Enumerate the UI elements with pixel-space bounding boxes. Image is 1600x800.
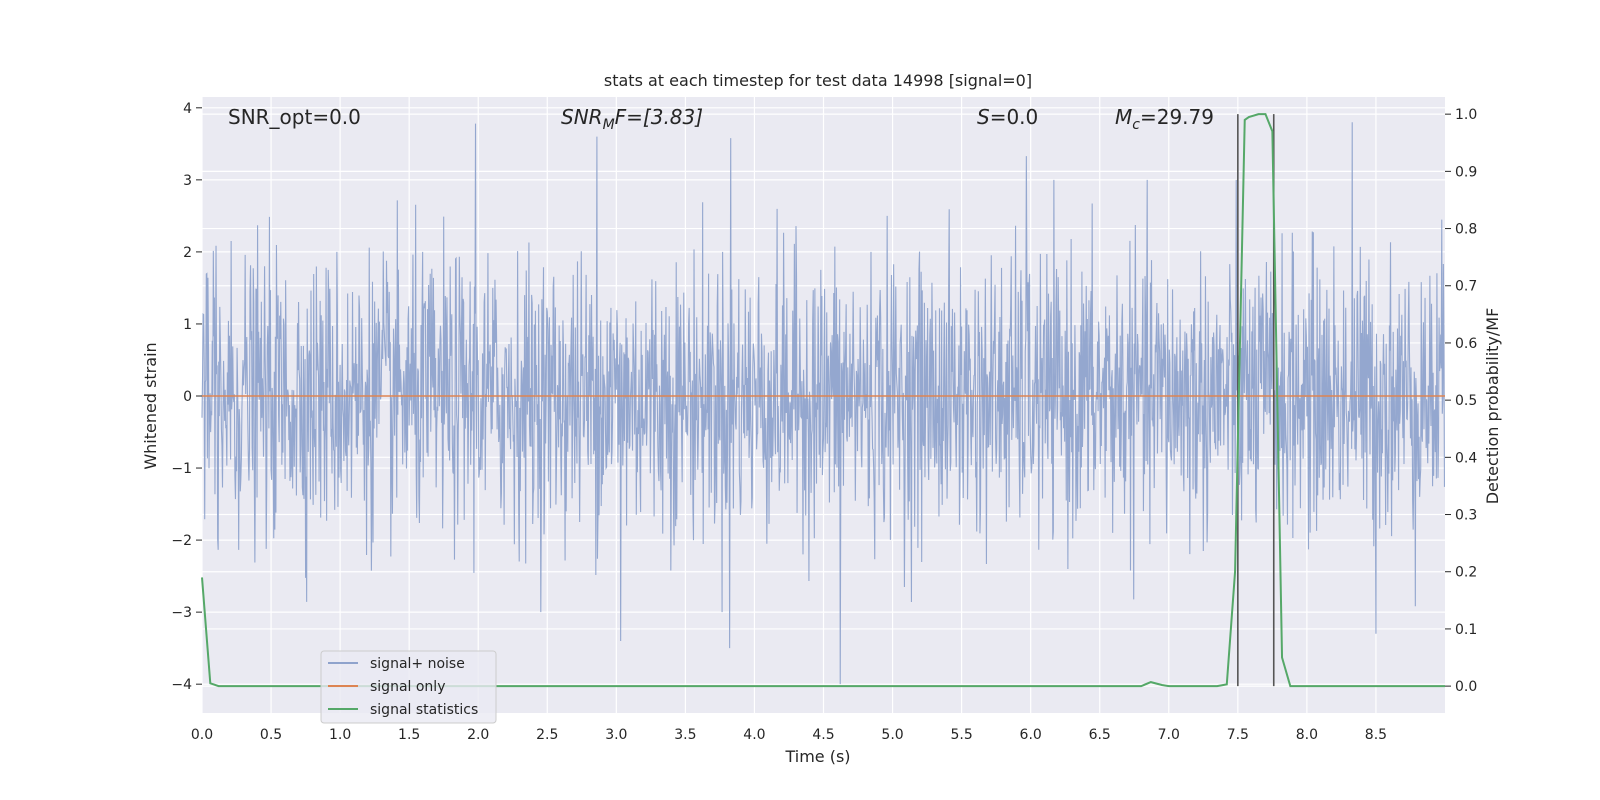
x-tick-label: 1.0 — [329, 727, 351, 743]
legend-box — [320, 650, 497, 724]
y-tick-label-right: 0.5 — [1455, 393, 1477, 409]
x-tick-label: 0.5 — [260, 727, 282, 743]
legend: signal+ noise signal only signal statist… — [320, 650, 497, 724]
y-axis-label-right: Detection probability/MF — [1483, 308, 1502, 505]
y-tick-label-left: −3 — [171, 605, 192, 621]
y-tick-label-left: −2 — [171, 533, 192, 549]
annotation-mc: Mc=29.79 — [1115, 105, 1214, 133]
x-tick-label: 7.0 — [1158, 727, 1180, 743]
chart-title: stats at each timestep for test data 149… — [604, 71, 1032, 90]
legend-label-signal-statistics: signal statistics — [370, 702, 478, 718]
y-tick-label-right: 0.9 — [1455, 164, 1477, 180]
y-tick-label-left: 0 — [183, 389, 192, 405]
x-tick-label: 0.0 — [191, 727, 213, 743]
y-tick-label-right: 1.0 — [1455, 107, 1477, 123]
y-tick-label-left: 1 — [183, 317, 192, 333]
y-tick-label-right: 0.4 — [1455, 450, 1477, 466]
signal-statistics-line — [201, 113, 1445, 688]
y-tick-label-left: −4 — [171, 677, 192, 693]
y-tick-label-right: 0.2 — [1455, 565, 1477, 581]
x-tick-label: 2.0 — [467, 727, 489, 743]
x-tick-label: 1.5 — [398, 727, 420, 743]
annotation-snr-mf: SNRMF=[3.83] — [561, 105, 703, 133]
legend-label-signal-only: signal only — [370, 679, 445, 695]
x-tick-label: 5.0 — [881, 727, 903, 743]
x-tick-label: 3.5 — [674, 727, 696, 743]
y-ticks-right: 0.0 0.1 0.2 0.3 0.4 0.5 0.6 0.7 0.8 0.9 1.0 — [1445, 107, 1477, 695]
x-ticks: 0.0 0.5 1.0 1.5 2.0 2.5 3.0 3.5 4.0 4.5 5.0 5.5 6.0 6… — [191, 727, 1387, 743]
x-tick-label: 6.0 — [1020, 727, 1042, 743]
x-tick-label: 8.0 — [1296, 727, 1318, 743]
y-tick-label-right: 0.3 — [1455, 508, 1477, 524]
legend-label-signal-noise: signal+ noise — [370, 656, 465, 672]
y-tick-label-left: −1 — [171, 461, 192, 477]
x-tick-label: 2.5 — [536, 727, 558, 743]
y-tick-label-right: 0.7 — [1455, 279, 1477, 295]
y-tick-label-right: 0.8 — [1455, 222, 1477, 238]
annotation-snr-opt: SNR_opt=0.0 — [228, 105, 361, 129]
x-tick-label: 7.5 — [1227, 727, 1249, 743]
x-axis-label: Time (s) — [784, 747, 850, 766]
annotation-s: S=0.0 — [977, 105, 1038, 129]
series-signal-statistics — [201, 113, 1445, 688]
y-tick-label-right: 0.0 — [1455, 679, 1477, 695]
x-tick-label: 6.5 — [1089, 727, 1111, 743]
x-tick-label: 8.5 — [1365, 727, 1387, 743]
y-tick-label-left: 4 — [183, 101, 192, 117]
y-tick-label-right: 0.1 — [1455, 622, 1477, 638]
x-tick-label: 5.5 — [950, 727, 972, 743]
x-tick-label: 3.0 — [605, 727, 627, 743]
y-axis-label-left: Whitened strain — [141, 342, 160, 469]
y-tick-label-left: 2 — [183, 245, 192, 261]
y-ticks-left: −4 −3 −2 −1 0 1 2 3 4 — [171, 101, 202, 693]
x-tick-label: 4.0 — [743, 727, 765, 743]
y-tick-label-right: 0.6 — [1455, 336, 1477, 352]
x-tick-label: 4.5 — [812, 727, 834, 743]
y-tick-label-left: 3 — [183, 173, 192, 189]
